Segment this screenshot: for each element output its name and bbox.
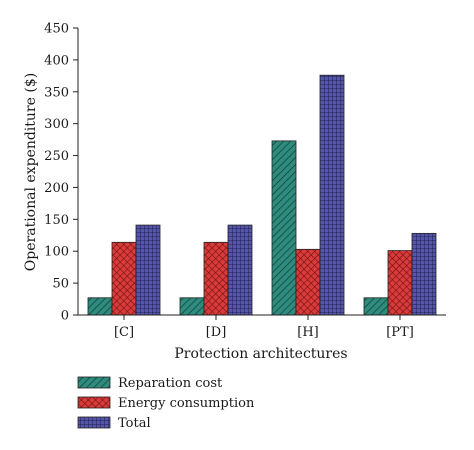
legend-label: Energy consumption [118,396,255,411]
bar-reparation-cost-0 [87,297,113,316]
x-axis-title: Protection architectures [174,346,347,362]
bar-energy-consumption-0 [111,241,137,316]
y-tick-label: 0 [61,309,69,324]
y-tick-label: 100 [44,245,69,260]
legend-swatch [77,396,111,409]
bar-total-2 [319,74,345,316]
y-tick-label: 350 [44,85,69,100]
legend-label: Total [118,416,151,431]
y-tick-label: 50 [52,277,69,292]
bar-reparation-cost-1 [179,297,205,316]
bar-energy-consumption-3 [387,250,413,316]
bars-layer [87,74,437,316]
y-tick-label: 250 [44,149,69,164]
x-tick-label: [C] [114,325,134,340]
x-tick-label: [H] [297,325,318,340]
bar-reparation-cost-2 [271,140,297,316]
bar-total-1 [227,224,253,316]
x-tick-label: [PT] [386,325,414,340]
x-tick-label: [D] [206,325,227,340]
y-tick-label: 150 [44,213,69,228]
legend-label: Reparation cost [118,376,223,391]
y-tick-label: 450 [44,22,69,37]
bar-reparation-cost-3 [363,297,389,316]
y-tick-label: 200 [44,181,69,196]
legend-swatch [77,376,111,389]
bar-energy-consumption-1 [203,241,229,316]
bar-total-0 [135,224,161,316]
legend: Reparation cost Energy consumption Total [77,376,255,431]
axes-layer: [C] [D] [H] [PT] 0 50 100 150 200 250 300 350 400 450 [44,22,446,340]
y-tick-label: 400 [44,53,69,68]
bar-energy-consumption-2 [295,248,321,316]
bar-total-3 [411,232,437,316]
y-axis-title: Operational expenditure ($) [23,73,39,271]
y-tick-label: 300 [44,117,69,132]
legend-swatch [77,416,111,429]
